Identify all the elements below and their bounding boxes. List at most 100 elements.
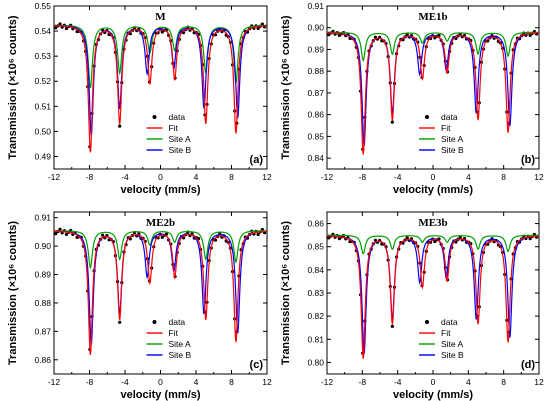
y-tick-label: 0.90: [34, 241, 51, 251]
x-tick-label: 12: [534, 377, 544, 387]
y-tick-label: 0.81: [307, 334, 324, 344]
curves: [54, 22, 267, 153]
x-tick-label: 4: [194, 377, 199, 387]
panel-1: -12 -8 -4 0 4 8 12 0.49 0.50 0.51 0.52 0.53 0.54 0.55…: [7, 1, 272, 196]
y-tick-label: 0.88: [307, 66, 324, 76]
y-tick-label: 0.52: [34, 76, 51, 86]
x-tick-label: -8: [86, 172, 94, 182]
x-tick-label: 0: [158, 377, 163, 387]
x-tick-label: 0: [158, 172, 163, 182]
x-tick-label: -4: [394, 377, 402, 387]
y-tick-label: 0.50: [34, 126, 51, 136]
y-tick-label: 0.49: [34, 151, 51, 161]
y-tick-label: 0.87: [34, 326, 51, 336]
y-tick-label: 0.80: [307, 357, 324, 367]
legend-label: Fit: [441, 328, 451, 338]
data-point: [64, 26, 69, 31]
data-point: [58, 22, 62, 26]
series-line-site-a: [54, 230, 267, 270]
y-tick-label: 0.87: [307, 88, 324, 98]
x-tick-label: -4: [121, 172, 129, 182]
legend-label: Site B: [441, 145, 464, 155]
legend-label: data: [169, 317, 186, 327]
legend-label: data: [441, 317, 458, 327]
y-tick-label: 0.51: [34, 101, 51, 111]
legend-marker: [152, 115, 157, 119]
legend-label: Fit: [169, 328, 179, 338]
series-line-site-b: [327, 235, 539, 355]
x-tick-label: 8: [229, 377, 234, 387]
data-point: [405, 32, 409, 37]
series-line-site-b: [327, 32, 539, 146]
x-tick-label: 8: [501, 172, 506, 182]
x-tick-label: 0: [431, 172, 436, 182]
x-tick-label: 12: [534, 172, 544, 182]
y-tick-label: 0.85: [307, 242, 324, 252]
x-tick-label: -12: [48, 172, 61, 182]
plot-frame: [53, 211, 268, 375]
y-axis-title: Transmission (×10⁶ counts): [7, 221, 19, 365]
x-tick-label: -4: [121, 377, 129, 387]
legend-label: data: [169, 112, 186, 122]
data-point: [101, 233, 105, 237]
data-point: [256, 232, 260, 237]
panel-2: -12 -8 -4 0 4 8 12 0.84 0.85 0.86 0.87 0.88 0.89 0.90…: [280, 1, 544, 196]
x-tick-label: 4: [466, 377, 471, 387]
x-tick-label: -12: [48, 377, 61, 387]
panel-title: M: [155, 11, 166, 23]
y-tick-label: 0.82: [307, 311, 324, 321]
y-tick-label: 0.90: [307, 23, 324, 33]
legend-marker: [152, 320, 157, 324]
data-point: [64, 232, 69, 236]
curves: [327, 232, 539, 359]
y-tick-label: 0.55: [34, 1, 51, 11]
legend-label: Site B: [169, 350, 192, 360]
legend-label: Site A: [441, 339, 464, 349]
data-point: [390, 324, 394, 328]
data-point: [373, 238, 378, 242]
y-tick-label: 0.89: [34, 270, 51, 280]
legend-label: Fit: [169, 123, 179, 133]
x-tick-label: -8: [359, 172, 367, 182]
x-axis-title: velocity (mm/s): [120, 184, 200, 196]
legend-marker: [425, 320, 429, 324]
panel-4: -12 -8 -4 0 4 8 12 0.80 0.81 0.82 0.83 0.84 0.85 0.86…: [280, 211, 544, 401]
data-point: [118, 124, 122, 128]
y-axis-title: Transmission (×10⁶ counts): [280, 221, 292, 365]
series-line-fit: [54, 25, 267, 153]
legend-label: Site A: [169, 134, 192, 144]
y-tick-label: 0.84: [307, 153, 324, 163]
panel-3: -12 -8 -4 0 4 8 12 0.86 0.87 0.88 0.89 0.90 0.91 velo…: [7, 211, 272, 401]
series-line-fit: [54, 230, 267, 356]
curves: [327, 29, 539, 155]
series-line-site-b: [54, 230, 267, 346]
x-tick-label: 8: [501, 377, 506, 387]
panel-label: (b): [521, 154, 535, 166]
x-axis-title: velocity (mm/s): [393, 389, 473, 401]
series-line-site-a: [327, 31, 539, 62]
data-point: [390, 120, 394, 124]
panel-label: (a): [250, 154, 264, 166]
x-tick-label: -8: [359, 377, 367, 387]
series-line-site-b: [54, 24, 267, 137]
y-tick-label: 0.84: [307, 265, 324, 275]
x-tick-label: 4: [466, 172, 471, 182]
y-tick-label: 0.86: [34, 355, 51, 365]
panel-title: ME1b: [418, 11, 447, 23]
x-tick-label: -12: [321, 377, 334, 387]
y-tick-label: 0.53: [34, 51, 51, 61]
data-point: [54, 232, 58, 236]
y-tick-label: 0.85: [307, 131, 324, 141]
y-tick-label: 0.89: [307, 44, 324, 54]
data-point: [58, 227, 62, 231]
y-tick-label: 0.88: [34, 298, 51, 308]
data-point: [405, 236, 409, 240]
y-tick-label: 0.86: [307, 219, 324, 229]
data-point: [256, 26, 260, 31]
legend-label: Site A: [169, 339, 192, 349]
y-tick-label: 0.91: [34, 213, 51, 223]
